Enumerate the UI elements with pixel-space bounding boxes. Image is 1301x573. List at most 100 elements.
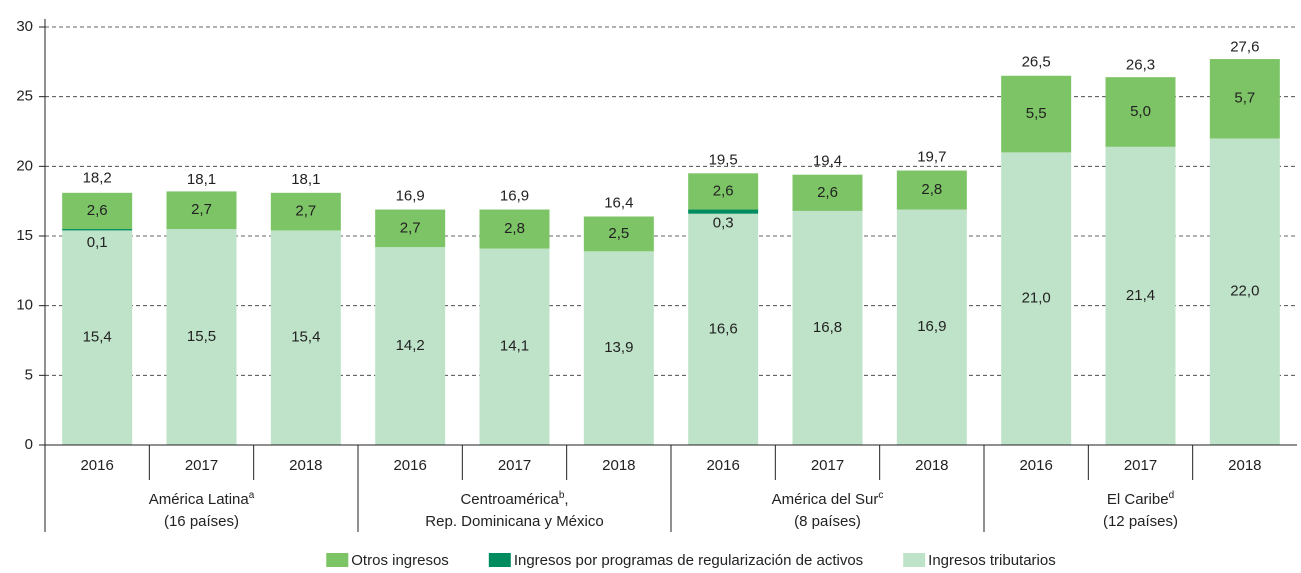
bar-segment [792,210,863,445]
data-label: 0,1 [87,234,108,251]
total-label: 18,1 [187,171,216,188]
legend-item: Otros ingresos [326,552,449,569]
data-label: 16,9 [917,318,946,335]
data-label: 2,8 [504,220,525,237]
group-note: c [878,490,883,501]
total-label: 27,6 [1230,38,1259,55]
data-label: 13,9 [604,339,633,356]
y-tick-label: 25 [16,88,33,105]
data-label: 2,7 [400,219,421,236]
data-label: 0,3 [713,214,734,231]
bar-segment [375,247,446,445]
legend-swatch [488,553,511,567]
total-label: 16,9 [396,187,425,204]
group-label-line2: Rep. Dominicana y México [425,513,603,530]
group-note: d [1169,490,1175,501]
group-label: El Caribed [1107,490,1174,508]
bar-segment [1001,152,1072,445]
data-label: 14,2 [396,337,425,354]
data-label: 2,7 [295,203,316,220]
legend-item: Ingresos tributarios [903,552,1056,569]
x-tick-label: 2016 [393,457,426,474]
bar-segment [166,191,237,230]
data-label: 21,0 [1022,290,1051,307]
bar-segment [375,209,446,248]
total-label: 26,5 [1022,54,1051,71]
data-label: 15,4 [83,329,112,346]
bar-segment [1209,59,1280,139]
group-suffix: , [564,491,568,508]
total-label: 19,5 [709,151,738,168]
data-label: 14,1 [500,338,529,355]
x-tick-label: 2017 [811,457,844,474]
x-tick-label: 2017 [185,457,218,474]
total-label: 18,2 [83,169,112,186]
data-label: 15,4 [291,329,320,346]
group-label: América del Surc [772,490,884,508]
bar-segment [583,251,654,445]
data-label: 15,5 [187,328,216,345]
total-label: 18,1 [291,171,320,188]
data-label: 21,4 [1126,287,1155,304]
legend-label: Ingresos por programas de regularización… [514,552,863,569]
bar-segment [479,248,550,445]
bar-segment [1105,146,1176,445]
group-name: América Latina [149,491,250,508]
x-tick-label: 2016 [1019,457,1052,474]
y-tick-label: 20 [16,157,33,174]
bar-segment [688,213,759,445]
bar-segment [896,209,967,445]
data-label: 5,5 [1026,105,1047,122]
data-label: 22,0 [1230,283,1259,300]
total-label: 26,3 [1126,57,1155,74]
y-tick-label: 5 [25,366,33,383]
group-name: América del Sur [772,491,879,508]
group-label: Centroaméricab, [460,490,568,508]
data-label: 2,7 [191,201,212,218]
x-tick-label: 2016 [80,457,113,474]
y-tick-label: 0 [25,436,33,453]
x-tick-label: 2018 [1228,457,1261,474]
data-label: 16,8 [813,319,842,336]
group-label-line2: (16 países) [164,513,239,530]
bar-segment [166,229,237,445]
bar-segment [62,230,133,445]
data-label: 5,0 [1130,103,1151,120]
x-tick-label: 2018 [915,457,948,474]
group-note: b [559,490,565,501]
bar-segment [583,216,654,252]
bar-segment [270,230,341,445]
bar-segment [688,173,759,210]
group-note: a [249,490,255,501]
total-label: 16,9 [500,187,529,204]
legend-item: Ingresos por programas de regularización… [488,552,863,569]
bar-segment [270,192,341,231]
x-tick-label: 2018 [602,457,635,474]
legend-label: Ingresos tributarios [928,552,1056,569]
total-label: 16,4 [604,194,633,211]
group-label-line2: (12 países) [1103,513,1178,530]
bar-segment [896,170,967,210]
bar-segment [1001,75,1072,153]
legend-swatch [326,553,349,567]
bar-segment [62,229,133,231]
bar-segment [688,209,759,214]
legend-label: Otros ingresos [351,552,449,569]
data-label: 2,6 [713,182,734,199]
bar-segment [1105,77,1176,147]
data-label: 2,6 [87,202,108,219]
x-tick-label: 2017 [1124,457,1157,474]
legend-swatch [903,553,926,567]
x-tick-label: 2018 [289,457,322,474]
x-tick-label: 2017 [498,457,531,474]
total-label: 19,7 [917,148,946,165]
group-name: Centroamérica [460,491,559,508]
y-tick-label: 15 [16,227,33,244]
data-label: 2,5 [608,225,629,242]
group-label: América Latinaa [149,490,255,508]
group-name: El Caribe [1107,491,1169,508]
data-label: 2,8 [921,181,942,198]
bar-segment [62,192,133,230]
bar-segment [479,209,550,249]
